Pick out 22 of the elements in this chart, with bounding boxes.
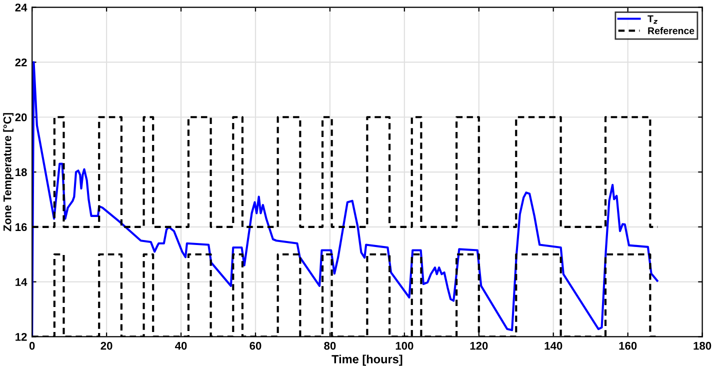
y-tick-label: 20 xyxy=(15,113,27,122)
x-tick-label: 120 xyxy=(470,342,488,350)
y-axis-title: Zone Temperature [°C] xyxy=(3,113,14,232)
x-tick-label: 60 xyxy=(250,342,262,350)
y-tick-label: 18 xyxy=(16,168,27,176)
x-axis-title: Time [hours] xyxy=(332,354,402,366)
x-tick-label: 0 xyxy=(29,342,35,350)
x-tick-label: 160 xyxy=(619,342,637,350)
y-tick-label: 22 xyxy=(15,58,27,66)
y-tick-label: 14 xyxy=(16,278,28,286)
line-series xyxy=(32,61,658,337)
x-tick-label: 100 xyxy=(396,342,414,350)
legend-label: T$_{z}$ xyxy=(648,15,658,24)
y-tick-label: 24 xyxy=(15,4,28,12)
x-tick-label: 80 xyxy=(324,342,336,350)
x-tick-label: 40 xyxy=(175,342,187,350)
y-tick-label: 12 xyxy=(16,332,27,341)
legend-label: Reference xyxy=(648,27,694,34)
x-tick-label: 180 xyxy=(694,342,712,350)
x-tick-label: 20 xyxy=(100,342,112,350)
x-tick-label: 140 xyxy=(544,342,562,350)
y-tick-label: 16 xyxy=(16,223,27,232)
